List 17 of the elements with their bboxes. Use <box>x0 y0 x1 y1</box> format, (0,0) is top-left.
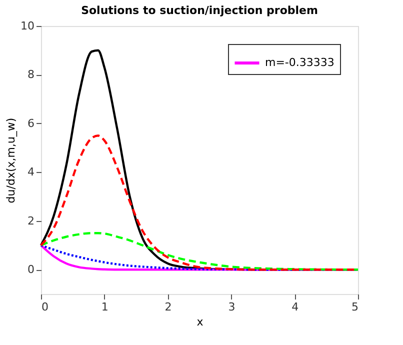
line-series <box>40 232 360 271</box>
y-tick-label: 6 <box>28 116 34 130</box>
y-tick-label: 2 <box>28 214 34 228</box>
y-tick-label: 0 <box>28 263 34 276</box>
x-axis-title: x <box>196 316 204 328</box>
y-tick-label: 4 <box>28 166 34 179</box>
x-tick-label: 0 <box>42 300 48 314</box>
y-tick-label: 10 <box>20 20 34 32</box>
x-tick-label: 4 <box>292 300 299 314</box>
chart-title: Solutions to suction/injection problem <box>81 4 318 17</box>
legend-label: m=-0.33333 <box>265 56 334 69</box>
x-tick-label: 5 <box>352 300 358 314</box>
x-tick-label: 3 <box>228 300 236 314</box>
x-tick-label: 2 <box>164 300 172 314</box>
x-tick-label: 1 <box>101 300 108 314</box>
y-tick-label: 8 <box>28 68 34 82</box>
y-axis-title: du/dx(x,m,u_w) <box>4 118 18 204</box>
